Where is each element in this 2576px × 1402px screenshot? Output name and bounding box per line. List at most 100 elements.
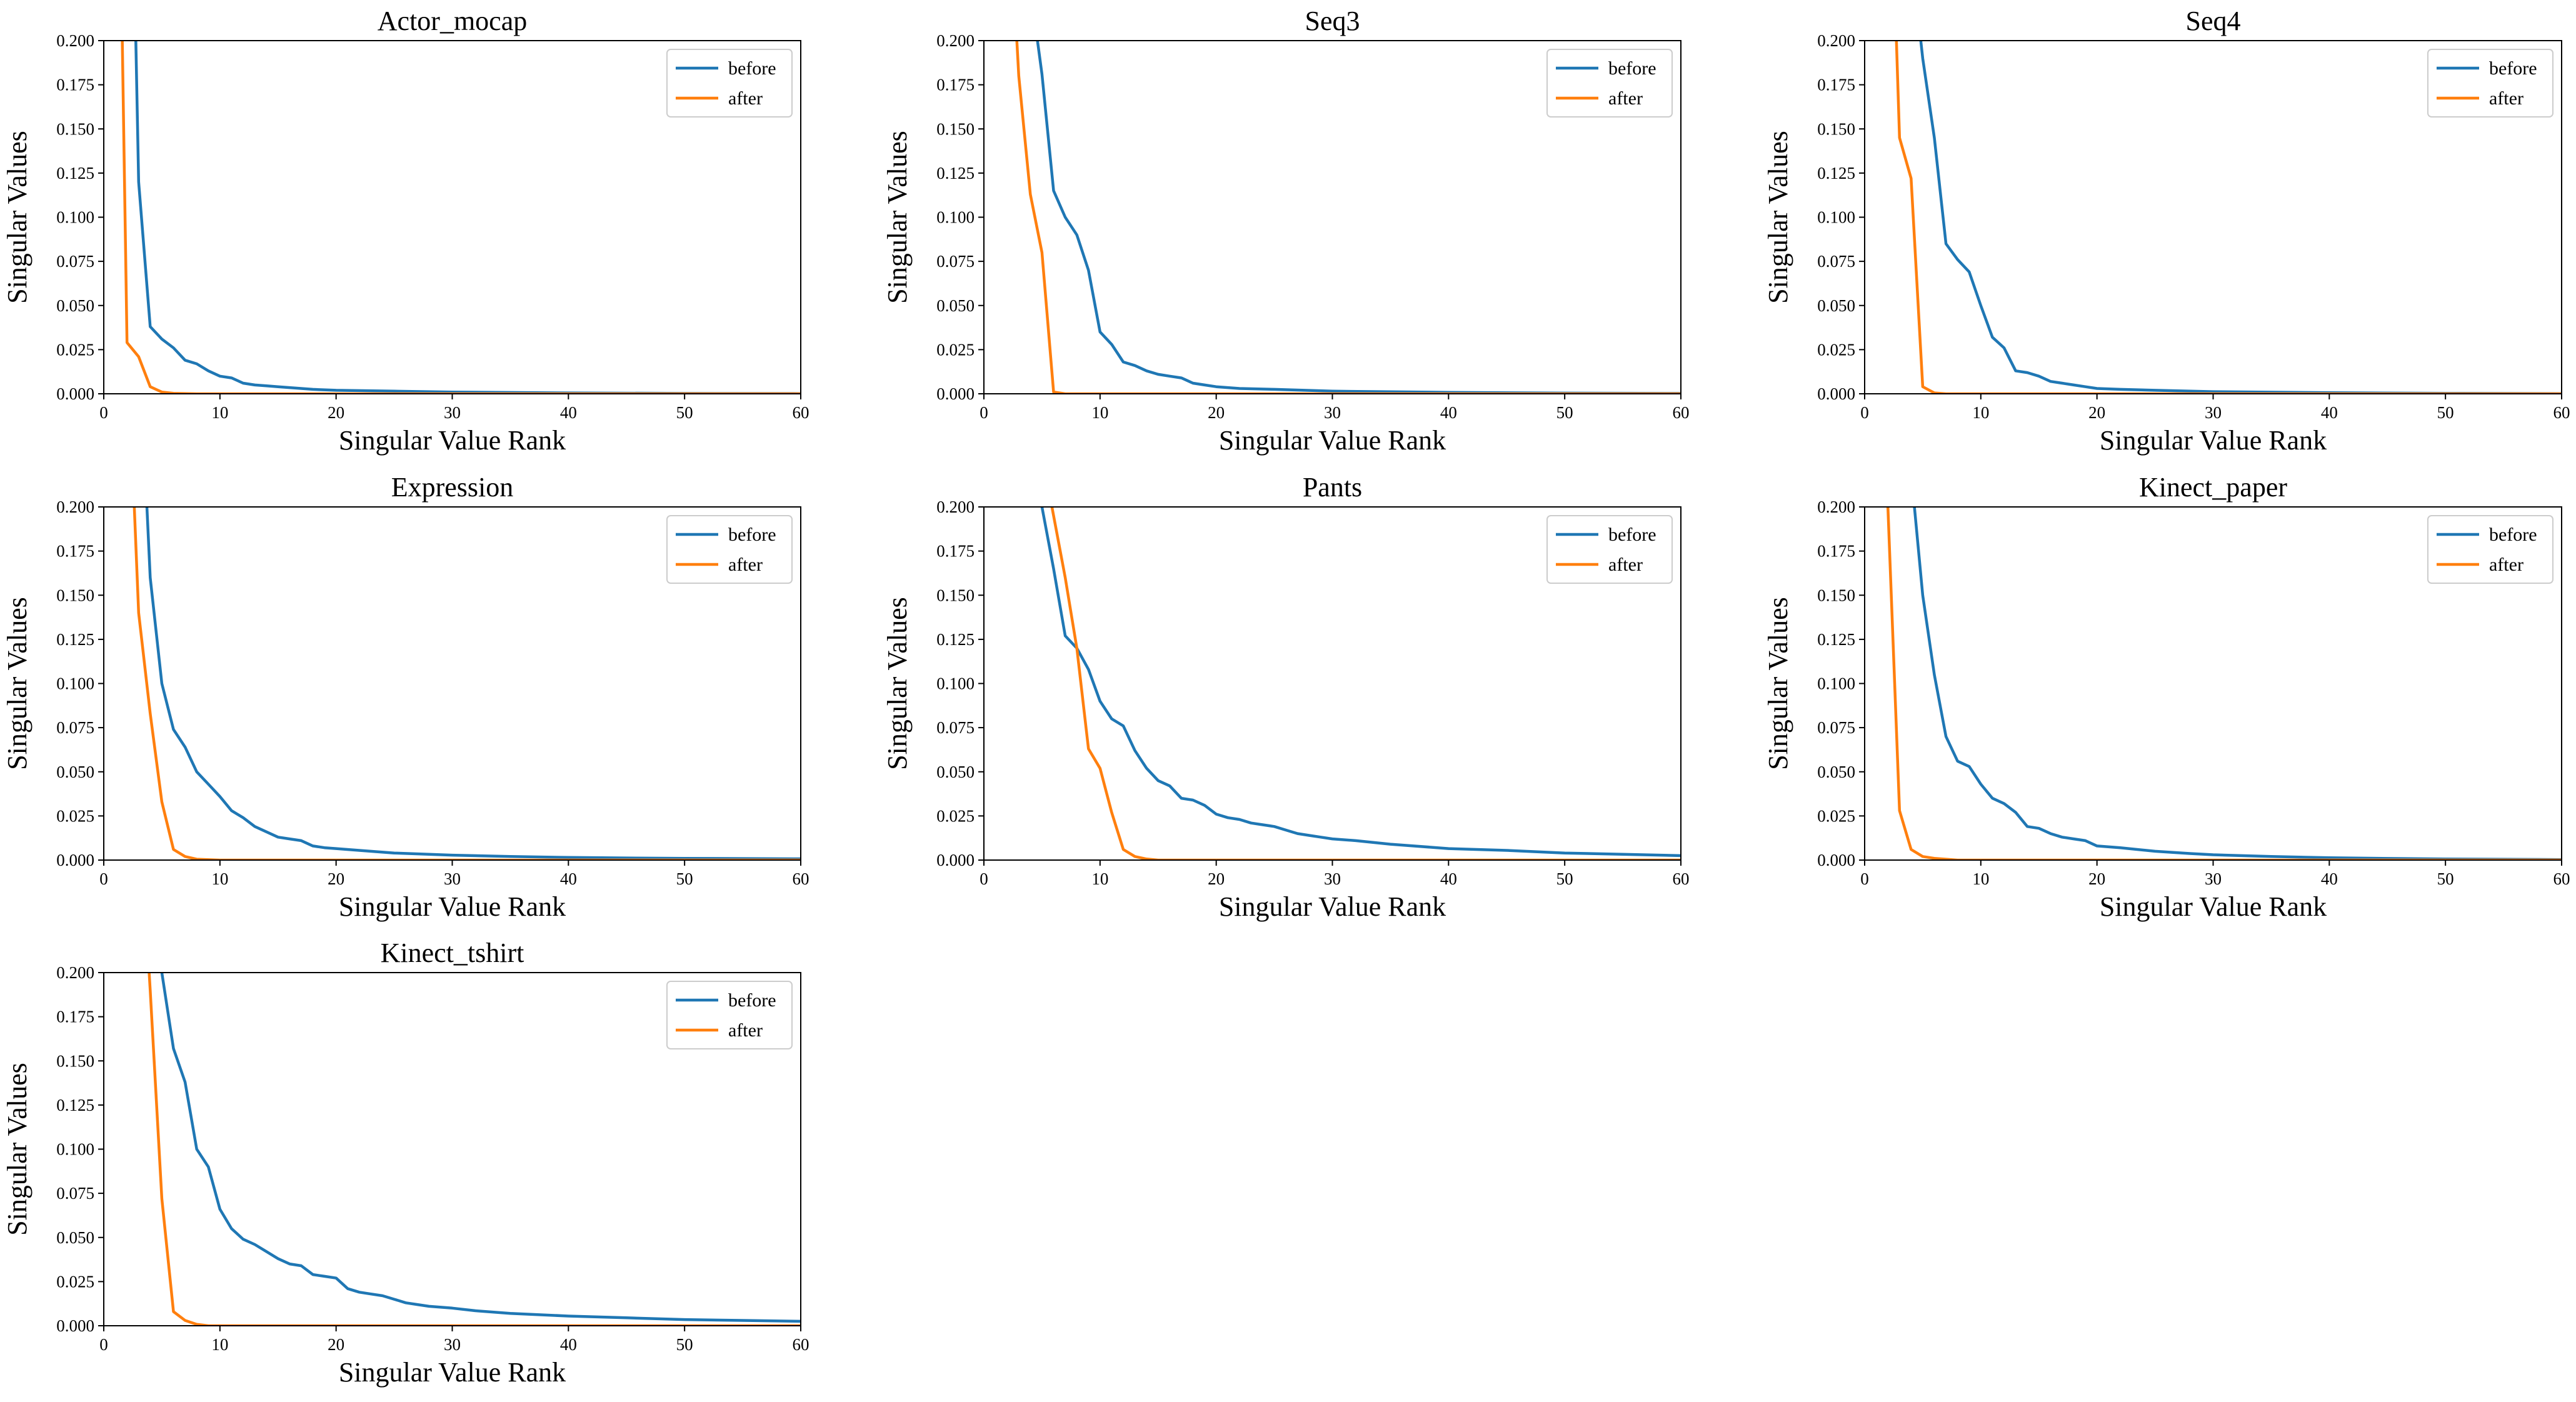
x-tick-label: 60	[2553, 869, 2570, 888]
y-tick-label: 0.000	[56, 384, 94, 403]
x-tick-label: 0	[99, 1335, 108, 1354]
y-tick-label: 0.025	[56, 806, 94, 825]
legend: before after	[1546, 49, 1673, 118]
y-tick-label: 0.150	[1817, 586, 1855, 604]
y-tick-label: 0.175	[1817, 542, 1855, 561]
y-axis-label: Singular Values	[882, 131, 913, 304]
x-tick-label: 40	[2321, 869, 2338, 888]
y-tick-label: 0.100	[936, 208, 975, 227]
x-tick-label: 30	[2205, 403, 2222, 422]
chart-panel-seq4: 0 10 20 30 40 50 60 0.000 0.025 0.050 0.075 0.100 0.…	[1763, 6, 2570, 456]
y-axis-label: Singular Values	[2, 597, 33, 770]
legend-label-before: before	[1608, 58, 1656, 79]
y-tick-label: 0.200	[936, 498, 975, 516]
x-tick-label: 0	[980, 403, 988, 422]
y-tick-label: 0.125	[1817, 630, 1855, 649]
y-tick-label: 0.175	[56, 1008, 94, 1026]
y-tick-label: 0.200	[936, 31, 975, 50]
y-tick-label: 0.100	[56, 674, 94, 693]
y-tick-label: 0.050	[1817, 296, 1855, 315]
series-line-after	[133, 507, 801, 860]
x-tick-label: 50	[2437, 869, 2454, 888]
y-tick-label: 0.150	[1817, 119, 1855, 138]
legend-label-after: after	[728, 88, 763, 109]
y-tick-label: 0.100	[1817, 674, 1855, 693]
legend: before after	[666, 49, 793, 118]
y-tick-label: 0.025	[1817, 340, 1855, 359]
y-tick-label: 0.125	[56, 164, 94, 183]
x-tick-label: 10	[211, 1335, 228, 1354]
chart-title: Seq3	[1305, 6, 1360, 36]
x-tick-label: 50	[1556, 403, 1573, 422]
y-tick-label: 0.200	[56, 498, 94, 516]
x-tick-label: 0	[1860, 869, 1869, 888]
series-line-before	[1913, 507, 2562, 860]
x-tick-label: 20	[1208, 869, 1225, 888]
legend-label-after: after	[728, 554, 763, 575]
y-tick-label: 0.075	[1817, 252, 1855, 271]
legend-label-before: before	[728, 524, 776, 545]
chart-panel-expression: 0 10 20 30 40 50 60 0.000 0.025 0.050 0.075 0.100 0.…	[2, 472, 809, 922]
x-axis-label: Singular Value Rank	[2100, 425, 2327, 456]
y-tick-label: 0.200	[56, 31, 94, 50]
x-tick-label: 30	[444, 1335, 461, 1354]
chart-panel-actor-mocap: 0 10 20 30 40 50 60 0.000 0.025 0.050 0.075 0.100 0.…	[2, 6, 809, 456]
y-tick-label: 0.075	[56, 1184, 94, 1203]
x-tick-label: 40	[1440, 869, 1457, 888]
y-tick-label: 0.125	[56, 1096, 94, 1114]
y-tick-label: 0.075	[936, 252, 975, 271]
y-tick-label: 0.200	[1817, 31, 1855, 50]
x-tick-label: 0	[1860, 403, 1869, 422]
y-tick-label: 0.150	[56, 1051, 94, 1070]
y-tick-label: 0.150	[56, 119, 94, 138]
y-tick-label: 0.175	[936, 542, 975, 561]
x-tick-label: 50	[676, 869, 693, 888]
x-tick-label: 50	[2437, 403, 2454, 422]
x-tick-label: 20	[328, 403, 344, 422]
series-line-after	[1050, 507, 1681, 860]
legend-box	[2427, 49, 2553, 118]
y-tick-label: 0.100	[936, 674, 975, 693]
legend-label-before: before	[728, 990, 776, 1011]
y-tick-label: 0.075	[1817, 718, 1855, 737]
legend-box	[666, 49, 793, 118]
y-tick-label: 0.000	[936, 851, 975, 869]
chart-title: Actor_mocap	[378, 6, 527, 36]
series-line-before	[1036, 41, 1681, 394]
y-tick-label: 0.100	[56, 1140, 94, 1159]
x-axis-label: Singular Value Rank	[2100, 891, 2327, 922]
y-tick-label: 0.000	[1817, 384, 1855, 403]
x-tick-label: 50	[676, 403, 693, 422]
legend: before after	[666, 981, 793, 1049]
legend: before after	[666, 515, 793, 584]
y-tick-label: 0.025	[936, 806, 975, 825]
y-tick-label: 0.075	[56, 252, 94, 271]
y-tick-label: 0.125	[1817, 164, 1855, 183]
x-tick-label: 50	[1556, 869, 1573, 888]
chart-panel-kinect-paper: 0 10 20 30 40 50 60 0.000 0.025 0.050 0.075 0.100 0.…	[1763, 472, 2570, 922]
y-tick-label: 0.200	[56, 963, 94, 982]
x-tick-label: 10	[1091, 403, 1108, 422]
x-tick-label: 30	[444, 403, 461, 422]
y-axis-label: Singular Values	[2, 1063, 33, 1236]
y-tick-label: 0.100	[56, 208, 94, 227]
y-tick-label: 0.000	[56, 1316, 94, 1335]
x-tick-label: 0	[99, 869, 108, 888]
y-tick-label: 0.050	[936, 296, 975, 315]
x-tick-label: 10	[1091, 869, 1108, 888]
y-tick-label: 0.075	[936, 718, 975, 737]
x-tick-label: 40	[560, 403, 577, 422]
y-tick-label: 0.050	[56, 296, 94, 315]
x-axis-label: Singular Value Rank	[1219, 425, 1446, 456]
y-axis-label: Singular Values	[2, 131, 33, 304]
y-tick-label: 0.050	[936, 763, 975, 781]
x-tick-label: 30	[1324, 403, 1341, 422]
y-tick-label: 0.175	[56, 542, 94, 561]
x-tick-label: 0	[980, 869, 988, 888]
legend-box	[666, 981, 793, 1049]
x-tick-label: 50	[676, 1335, 693, 1354]
legend-label-before: before	[728, 58, 776, 79]
y-tick-label: 0.150	[936, 586, 975, 604]
y-axis-label: Singular Values	[1763, 597, 1793, 770]
x-axis-label: Singular Value Rank	[339, 1357, 566, 1388]
